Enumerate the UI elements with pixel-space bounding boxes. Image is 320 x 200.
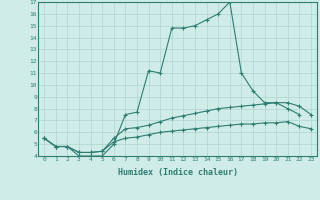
X-axis label: Humidex (Indice chaleur): Humidex (Indice chaleur) <box>118 168 238 177</box>
